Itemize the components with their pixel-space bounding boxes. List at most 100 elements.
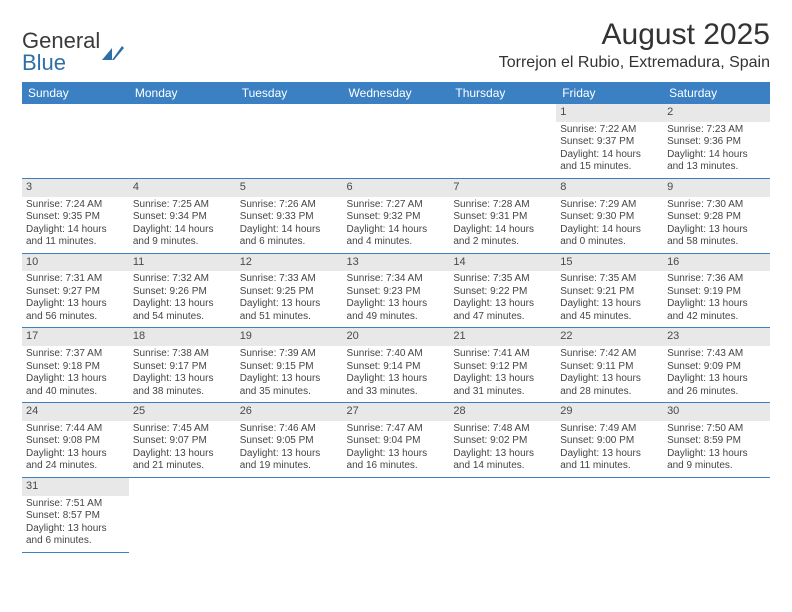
sunrise-text: Sunrise: 7:25 AM [133,199,232,212]
day-cell: 19Sunrise: 7:39 AMSunset: 9:15 PMDayligh… [236,328,343,403]
day-cell [343,477,450,552]
daylight-text: Daylight: 13 hours and 49 minutes. [347,298,446,323]
day-number: 22 [556,328,663,346]
daylight-text: Daylight: 13 hours and 14 minutes. [453,448,552,473]
col-tuesday: Tuesday [236,82,343,104]
daylight-text: Daylight: 13 hours and 31 minutes. [453,373,552,398]
day-cell [663,477,770,552]
sunrise-text: Sunrise: 7:35 AM [560,273,659,286]
day-cell: 15Sunrise: 7:35 AMSunset: 9:21 PMDayligh… [556,253,663,328]
day-cell: 16Sunrise: 7:36 AMSunset: 9:19 PMDayligh… [663,253,770,328]
day-cell [556,477,663,552]
day-body: Sunrise: 7:37 AMSunset: 9:18 PMDaylight:… [22,346,129,402]
day-number: 26 [236,403,343,421]
day-number: 29 [556,403,663,421]
daylight-text: Daylight: 13 hours and 42 minutes. [667,298,766,323]
day-number: 19 [236,328,343,346]
day-cell [129,477,236,552]
day-number: 10 [22,254,129,272]
day-body: Sunrise: 7:39 AMSunset: 9:15 PMDaylight:… [236,346,343,402]
day-cell: 18Sunrise: 7:38 AMSunset: 9:17 PMDayligh… [129,328,236,403]
day-number: 11 [129,254,236,272]
flag-icon [102,40,124,54]
daylight-text: Daylight: 14 hours and 9 minutes. [133,224,232,249]
day-number: 25 [129,403,236,421]
day-cell: 26Sunrise: 7:46 AMSunset: 9:05 PMDayligh… [236,403,343,478]
day-body: Sunrise: 7:25 AMSunset: 9:34 PMDaylight:… [129,197,236,253]
daylight-text: Daylight: 13 hours and 40 minutes. [26,373,125,398]
sunset-text: Sunset: 9:34 PM [133,211,232,224]
sunset-text: Sunset: 9:08 PM [26,435,125,448]
week-row: 1Sunrise: 7:22 AMSunset: 9:37 PMDaylight… [22,104,770,178]
sunrise-text: Sunrise: 7:39 AM [240,348,339,361]
day-body: Sunrise: 7:47 AMSunset: 9:04 PMDaylight:… [343,421,450,477]
sunset-text: Sunset: 9:33 PM [240,211,339,224]
daylight-text: Daylight: 13 hours and 33 minutes. [347,373,446,398]
sunrise-text: Sunrise: 7:40 AM [347,348,446,361]
daylight-text: Daylight: 14 hours and 15 minutes. [560,149,659,174]
daylight-text: Daylight: 13 hours and 21 minutes. [133,448,232,473]
sunrise-text: Sunrise: 7:33 AM [240,273,339,286]
day-cell: 6Sunrise: 7:27 AMSunset: 9:32 PMDaylight… [343,178,450,253]
day-number: 15 [556,254,663,272]
col-saturday: Saturday [663,82,770,104]
sunset-text: Sunset: 9:36 PM [667,136,766,149]
day-cell: 27Sunrise: 7:47 AMSunset: 9:04 PMDayligh… [343,403,450,478]
day-body: Sunrise: 7:35 AMSunset: 9:22 PMDaylight:… [449,271,556,327]
week-row: 24Sunrise: 7:44 AMSunset: 9:08 PMDayligh… [22,403,770,478]
day-body: Sunrise: 7:49 AMSunset: 9:00 PMDaylight:… [556,421,663,477]
day-number: 1 [556,104,663,122]
day-number: 16 [663,254,770,272]
day-number: 27 [343,403,450,421]
sunrise-text: Sunrise: 7:51 AM [26,498,125,511]
day-cell: 1Sunrise: 7:22 AMSunset: 9:37 PMDaylight… [556,104,663,178]
daylight-text: Daylight: 13 hours and 6 minutes. [26,523,125,548]
day-number: 9 [663,179,770,197]
day-cell: 8Sunrise: 7:29 AMSunset: 9:30 PMDaylight… [556,178,663,253]
day-body: Sunrise: 7:35 AMSunset: 9:21 PMDaylight:… [556,271,663,327]
daylight-text: Daylight: 13 hours and 45 minutes. [560,298,659,323]
sunrise-text: Sunrise: 7:37 AM [26,348,125,361]
day-cell: 29Sunrise: 7:49 AMSunset: 9:00 PMDayligh… [556,403,663,478]
day-body: Sunrise: 7:43 AMSunset: 9:09 PMDaylight:… [663,346,770,402]
day-body: Sunrise: 7:32 AMSunset: 9:26 PMDaylight:… [129,271,236,327]
day-body: Sunrise: 7:24 AMSunset: 9:35 PMDaylight:… [22,197,129,253]
day-number: 12 [236,254,343,272]
day-cell: 4Sunrise: 7:25 AMSunset: 9:34 PMDaylight… [129,178,236,253]
day-cell: 10Sunrise: 7:31 AMSunset: 9:27 PMDayligh… [22,253,129,328]
col-friday: Friday [556,82,663,104]
sunset-text: Sunset: 9:00 PM [560,435,659,448]
daylight-text: Daylight: 13 hours and 24 minutes. [26,448,125,473]
day-number: 4 [129,179,236,197]
sunrise-text: Sunrise: 7:44 AM [26,423,125,436]
sunrise-text: Sunrise: 7:36 AM [667,273,766,286]
sunset-text: Sunset: 9:14 PM [347,361,446,374]
sunset-text: Sunset: 9:02 PM [453,435,552,448]
sunrise-text: Sunrise: 7:45 AM [133,423,232,436]
day-cell: 20Sunrise: 7:40 AMSunset: 9:14 PMDayligh… [343,328,450,403]
daylight-text: Daylight: 13 hours and 11 minutes. [560,448,659,473]
day-number: 5 [236,179,343,197]
calendar-table: Sunday Monday Tuesday Wednesday Thursday… [22,82,770,553]
day-body: Sunrise: 7:42 AMSunset: 9:11 PMDaylight:… [556,346,663,402]
daylight-text: Daylight: 13 hours and 9 minutes. [667,448,766,473]
day-body: Sunrise: 7:29 AMSunset: 9:30 PMDaylight:… [556,197,663,253]
daylight-text: Daylight: 13 hours and 19 minutes. [240,448,339,473]
day-number: 7 [449,179,556,197]
day-cell: 31Sunrise: 7:51 AMSunset: 8:57 PMDayligh… [22,477,129,552]
day-body: Sunrise: 7:26 AMSunset: 9:33 PMDaylight:… [236,197,343,253]
sunrise-text: Sunrise: 7:47 AM [347,423,446,436]
day-body: Sunrise: 7:22 AMSunset: 9:37 PMDaylight:… [556,122,663,178]
sunrise-text: Sunrise: 7:24 AM [26,199,125,212]
day-body: Sunrise: 7:44 AMSunset: 9:08 PMDaylight:… [22,421,129,477]
day-number: 28 [449,403,556,421]
day-cell: 3Sunrise: 7:24 AMSunset: 9:35 PMDaylight… [22,178,129,253]
sunrise-text: Sunrise: 7:46 AM [240,423,339,436]
daylight-text: Daylight: 14 hours and 6 minutes. [240,224,339,249]
day-number: 6 [343,179,450,197]
day-cell: 9Sunrise: 7:30 AMSunset: 9:28 PMDaylight… [663,178,770,253]
day-body: Sunrise: 7:50 AMSunset: 8:59 PMDaylight:… [663,421,770,477]
day-body: Sunrise: 7:31 AMSunset: 9:27 PMDaylight:… [22,271,129,327]
day-number: 21 [449,328,556,346]
sunrise-text: Sunrise: 7:32 AM [133,273,232,286]
